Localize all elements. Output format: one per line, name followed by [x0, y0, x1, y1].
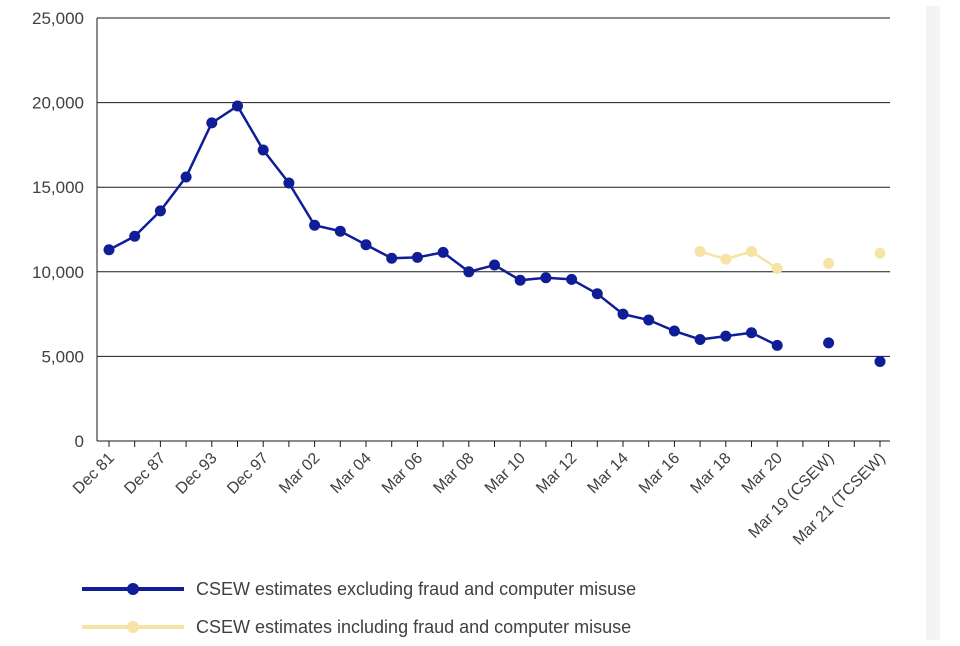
data-point	[823, 337, 835, 349]
data-point	[206, 117, 218, 129]
x-tick-label: Dec 81	[70, 450, 118, 498]
data-point	[771, 262, 783, 274]
legend-label-including-fraud: CSEW estimates including fraud and compu…	[196, 616, 632, 637]
data-point	[360, 239, 372, 251]
grid-lines	[97, 17, 890, 357]
x-tick-label: Mar 02	[276, 450, 323, 497]
data-point	[386, 252, 398, 264]
x-tick-label: Mar 21 (TCSEW)	[790, 450, 889, 549]
data-point	[746, 327, 757, 339]
legend-dot	[127, 583, 139, 595]
x-tick-label: Dec 93	[173, 450, 221, 498]
x-tick-label: Dec 87	[121, 450, 169, 498]
x-tick-label: Mar 20	[739, 450, 786, 497]
data-point	[257, 144, 269, 156]
x-tick-label: Mar 14	[585, 450, 632, 497]
data-point	[874, 247, 886, 259]
data-point	[720, 253, 732, 265]
x-axis-ticks: Dec 81 Dec 87 Dec 93 Dec 97 Mar 02 Mar 04 Mar …	[70, 441, 889, 549]
x-tick-label: Mar 08	[430, 450, 477, 497]
data-point	[874, 355, 886, 367]
data-point	[283, 177, 295, 189]
series-line-1	[699, 250, 778, 270]
y-axis-ticks: 0 5,000 10,000 15,000 20,000 25,000	[32, 9, 84, 451]
data-point	[232, 100, 243, 112]
data-point	[694, 245, 706, 257]
data-point	[823, 257, 835, 269]
x-tick-label: Mar 04	[328, 450, 375, 497]
axes	[96, 18, 890, 442]
x-tick-label: Mar 10	[482, 450, 529, 497]
x-tick-label: Mar 18	[687, 450, 734, 497]
legend-item-excluding-fraud: CSEW estimates excluding fraud and compu…	[82, 570, 636, 608]
x-tick-label: Mar 06	[379, 450, 426, 497]
data-point	[668, 325, 680, 337]
data-point	[514, 274, 526, 286]
legend-swatch-excluding-fraud	[82, 583, 184, 595]
legend-item-including-fraud: CSEW estimates including fraud and compu…	[82, 608, 636, 646]
data-point	[129, 230, 141, 242]
data-point	[154, 205, 166, 217]
data-point	[309, 219, 321, 231]
x-tick-label: Mar 12	[533, 450, 580, 497]
data-point	[566, 273, 578, 285]
x-tick-label: Mar 16	[636, 450, 683, 497]
data-point	[489, 259, 500, 271]
data-point	[540, 272, 552, 284]
x-tick-label: Dec 97	[224, 450, 272, 498]
data-point	[463, 266, 475, 278]
data-point	[617, 308, 629, 320]
data-point	[694, 333, 706, 345]
y-tick-label: 5,000	[41, 347, 84, 366]
series-layer	[103, 100, 886, 367]
data-point	[746, 245, 757, 257]
y-tick-label: 10,000	[32, 263, 84, 282]
y-tick-label: 15,000	[32, 178, 84, 197]
legend-label-excluding-fraud: CSEW estimates excluding fraud and compu…	[196, 578, 637, 599]
data-point	[591, 288, 603, 300]
legend-dot	[127, 621, 139, 633]
data-point	[334, 225, 346, 237]
legend-swatch-including-fraud	[82, 621, 184, 633]
scrollbar-track	[926, 6, 940, 640]
legend: CSEW estimates excluding fraud and compu…	[82, 570, 636, 646]
data-point	[771, 339, 783, 351]
data-point	[437, 246, 449, 258]
series-line-0	[108, 104, 778, 347]
y-tick-label: 25,000	[32, 9, 84, 28]
data-point	[720, 330, 732, 342]
data-point	[643, 314, 655, 326]
data-point	[411, 251, 423, 263]
y-tick-label: 20,000	[32, 94, 84, 113]
data-point	[103, 244, 115, 256]
y-tick-label: 0	[75, 432, 84, 451]
data-point	[180, 171, 192, 183]
